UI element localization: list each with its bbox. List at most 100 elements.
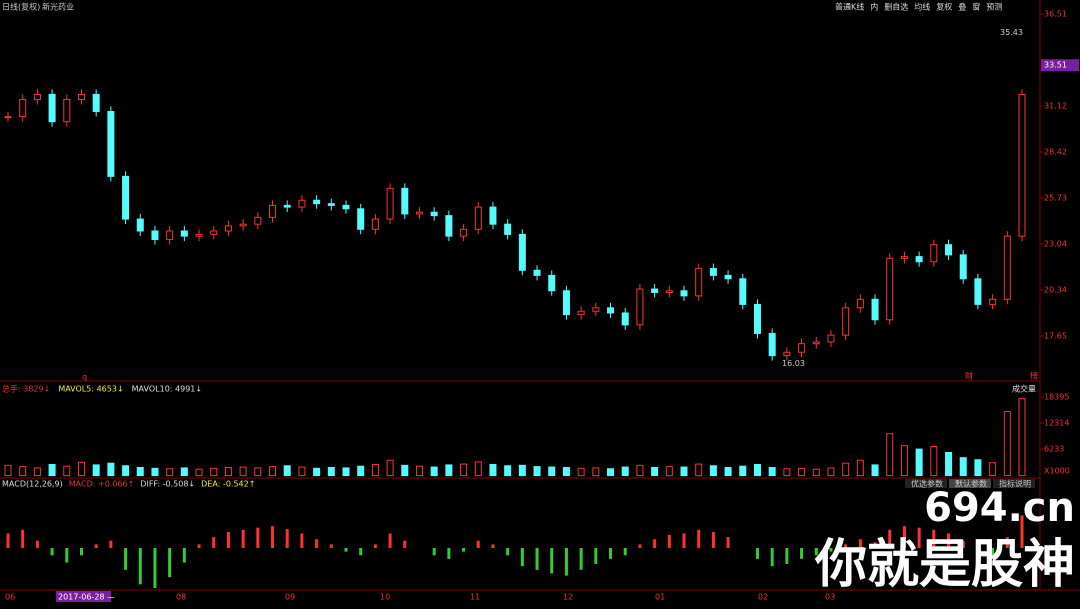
volume-bar bbox=[313, 467, 321, 477]
volume-bar bbox=[768, 466, 776, 477]
candle-body bbox=[724, 274, 732, 280]
volume-bar bbox=[386, 459, 394, 477]
current-price: 33.51 bbox=[1044, 61, 1067, 70]
high-label: 35.43 bbox=[1000, 28, 1023, 37]
candle-body bbox=[239, 223, 247, 227]
date-label: 01 bbox=[655, 593, 665, 602]
volume-bar bbox=[577, 467, 585, 477]
toolbar-button[interactable]: 普通K线 bbox=[835, 2, 864, 12]
volume-bar bbox=[92, 464, 100, 477]
toolbar-button[interactable]: 均线 bbox=[914, 2, 930, 12]
param-button-bg[interactable] bbox=[949, 479, 991, 488]
candle-body bbox=[210, 230, 218, 235]
candle-body bbox=[136, 218, 144, 232]
volume-bar bbox=[856, 459, 864, 477]
param-button-bg[interactable] bbox=[905, 479, 947, 488]
volume-bar bbox=[489, 463, 497, 477]
toolbar-button[interactable]: 预测 bbox=[986, 2, 1002, 12]
volume-bar bbox=[195, 468, 203, 477]
candle-body bbox=[33, 93, 41, 101]
volume-bar bbox=[239, 466, 247, 477]
volume-bar bbox=[48, 463, 56, 477]
candle-body bbox=[974, 278, 982, 305]
volume-bar bbox=[107, 462, 115, 477]
param-button[interactable]: 默认参数 bbox=[955, 479, 987, 489]
date-label: 09 bbox=[285, 593, 295, 602]
param-button[interactable]: 优选参数 bbox=[911, 479, 943, 489]
candle-body bbox=[460, 228, 468, 237]
volume-bar bbox=[930, 446, 938, 477]
volume-bar bbox=[798, 467, 806, 477]
toolbar-button[interactable]: 复权 bbox=[936, 2, 952, 12]
volume-bar bbox=[33, 467, 41, 477]
candle-body bbox=[915, 256, 923, 263]
volume-bar bbox=[210, 467, 218, 477]
volume-bar bbox=[621, 466, 629, 477]
volume-bar bbox=[607, 468, 615, 477]
volume-bar bbox=[63, 465, 71, 477]
candle-body bbox=[19, 99, 27, 118]
volume-bar bbox=[342, 467, 350, 477]
volume-bar bbox=[151, 467, 159, 477]
volume-bar bbox=[430, 466, 438, 477]
candle-body bbox=[533, 269, 541, 276]
volume-bar bbox=[415, 465, 423, 477]
volume-bar bbox=[4, 464, 12, 477]
volume-selector[interactable]: 成交量 bbox=[1012, 384, 1036, 394]
y-tick-label: 36.51 bbox=[1044, 10, 1067, 19]
y-tick-label: 18395 bbox=[1044, 392, 1069, 401]
candle-body bbox=[269, 204, 277, 218]
candle-body bbox=[518, 233, 526, 271]
volume-bar bbox=[915, 448, 923, 477]
candle-body bbox=[224, 225, 232, 232]
candle-body bbox=[180, 230, 188, 237]
volume-bar bbox=[827, 467, 835, 477]
candle-body bbox=[607, 307, 615, 314]
volume-bar bbox=[327, 466, 335, 477]
volume-bar bbox=[665, 466, 673, 477]
toolbar-button[interactable]: 窗 bbox=[972, 2, 980, 12]
macd-legend: DIFF: -0.508↓ bbox=[140, 480, 195, 489]
volume-bar bbox=[371, 463, 379, 477]
toolbar-button[interactable]: 叠 bbox=[958, 3, 966, 12]
volume-bar bbox=[474, 461, 482, 477]
param-button[interactable]: 指标说明 bbox=[999, 479, 1031, 489]
volume-bar bbox=[724, 466, 732, 477]
date-label: 11 bbox=[470, 593, 480, 602]
candle-body bbox=[151, 230, 159, 241]
volume-bar bbox=[504, 465, 512, 477]
volume-bar bbox=[695, 463, 703, 477]
candle-body bbox=[77, 93, 85, 101]
candle-body bbox=[651, 288, 659, 293]
volume-unit: X1000 bbox=[1044, 467, 1070, 476]
date-label: 2017-06-28 — bbox=[58, 593, 115, 602]
y-tick-label: 25.73 bbox=[1044, 194, 1067, 203]
date-label: 10 bbox=[380, 593, 390, 602]
volume-bar bbox=[636, 464, 644, 477]
candle-body bbox=[254, 216, 262, 225]
volume-legend: MAVOL10: 4991↓ bbox=[132, 385, 202, 394]
toolbar-button[interactable]: 删自选 bbox=[884, 2, 908, 12]
volume-bar bbox=[783, 468, 791, 477]
volume-bar bbox=[1003, 410, 1011, 477]
marker: 财 bbox=[965, 371, 973, 381]
y-tick-label: 23.04 bbox=[1044, 239, 1067, 248]
candle-body bbox=[313, 199, 321, 205]
volume-bar bbox=[122, 465, 130, 477]
stock-name: 新光药业 bbox=[42, 2, 74, 12]
param-button-bg[interactable] bbox=[993, 479, 1035, 488]
date-label: 12 bbox=[563, 593, 573, 602]
candle-body bbox=[401, 187, 409, 215]
volume-legend: 总手: 3829↓ bbox=[2, 384, 50, 394]
toolbar-button[interactable]: 内 bbox=[870, 2, 878, 12]
y-tick-label: 28.42 bbox=[1044, 148, 1067, 157]
volume-bar bbox=[592, 467, 600, 477]
low-label: 16.03 bbox=[782, 359, 805, 368]
volume-bar bbox=[357, 465, 365, 477]
y-tick-label: 17.65 bbox=[1044, 332, 1067, 341]
candle-body bbox=[592, 307, 600, 312]
volume-bar bbox=[842, 462, 850, 477]
volume-bar bbox=[709, 465, 717, 477]
volume-bar bbox=[533, 466, 541, 477]
